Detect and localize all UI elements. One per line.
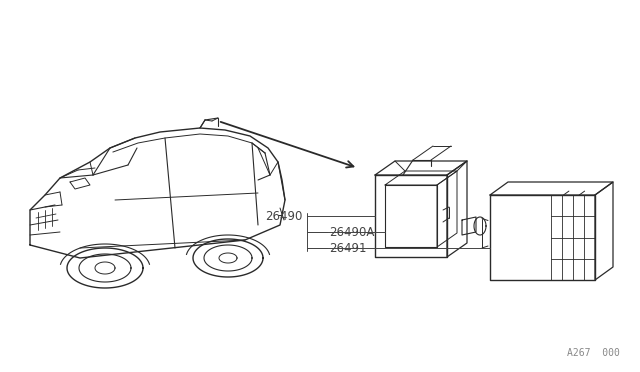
Text: 26490A: 26490A: [329, 225, 374, 238]
Text: 26490: 26490: [266, 209, 303, 222]
Text: A267  000: A267 000: [567, 348, 620, 358]
Text: 26491: 26491: [329, 241, 367, 254]
